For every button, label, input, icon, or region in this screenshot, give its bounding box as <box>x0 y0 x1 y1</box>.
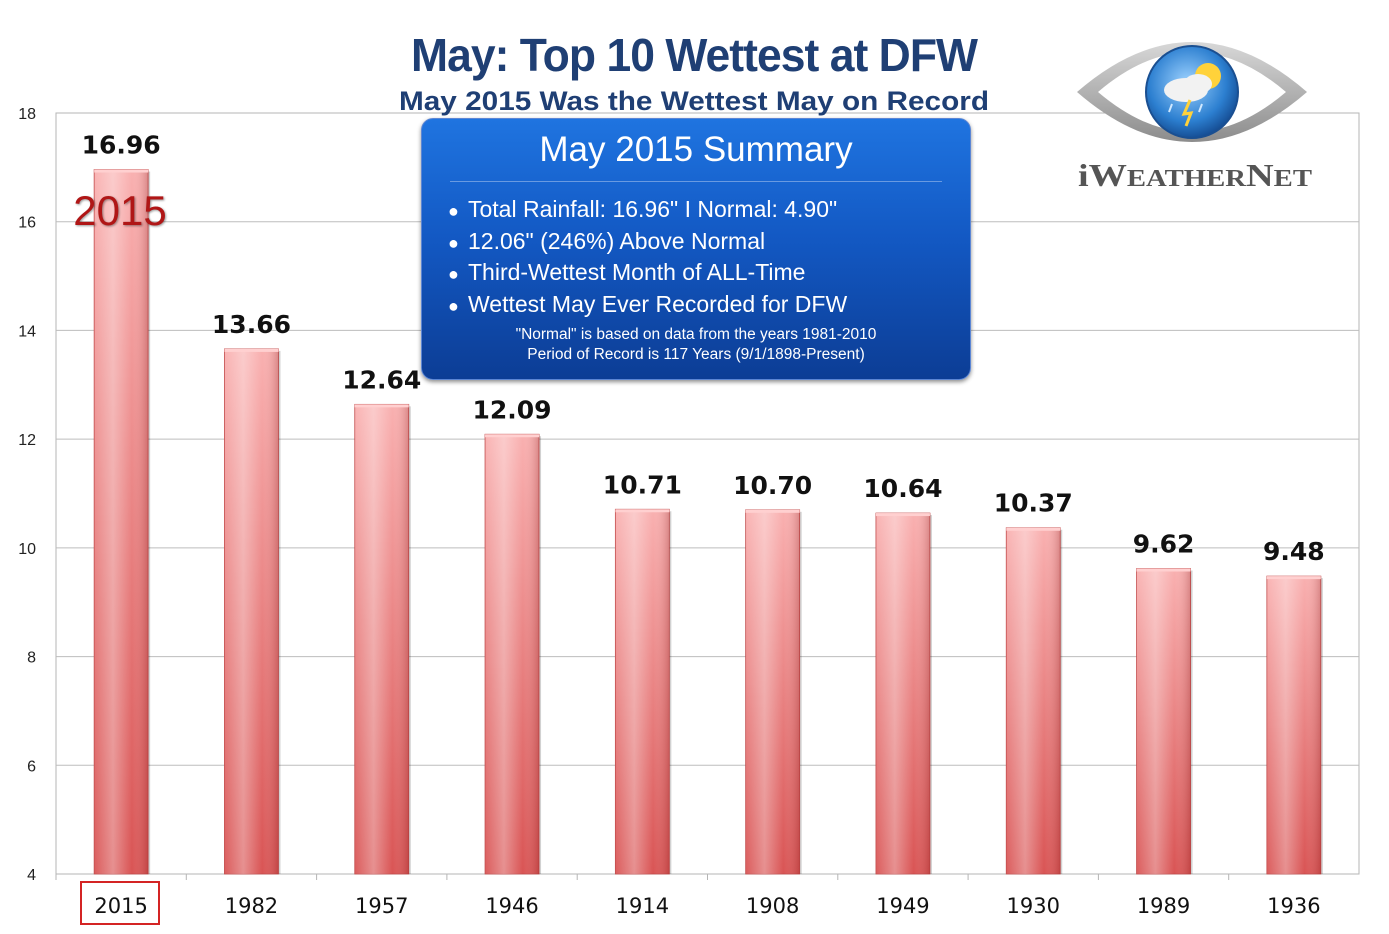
x-tick-label: 1982 <box>225 894 278 918</box>
x-tick-label: 1936 <box>1267 894 1320 918</box>
bar-shine <box>1136 568 1191 874</box>
bar-shine <box>1006 527 1061 874</box>
bar-cap <box>875 513 930 517</box>
bar-cap <box>354 404 409 408</box>
bar-cap <box>224 348 279 352</box>
x-tick-label: 1949 <box>876 894 929 918</box>
x-tick-label: 1989 <box>1137 894 1190 918</box>
summary-box: May 2015 Summary ● Total Rainfall: 16.96"… <box>421 118 971 380</box>
x-tick-label: 1946 <box>485 894 538 918</box>
x-tick-label: 1914 <box>616 894 669 918</box>
summary-notes: "Normal" is based on data from the years… <box>422 325 970 365</box>
chart-subtitle: May 2015 Was the Wettest May on Record <box>399 86 989 116</box>
bar-shine <box>94 169 149 874</box>
data-labels: 16.96 13.66 12.64 12.09 10.71 10.70 10.64 10.37… <box>82 131 1325 567</box>
data-label: 12.09 <box>473 395 552 424</box>
bar-cap <box>1266 576 1321 580</box>
y-tick-label: 6 <box>27 758 36 775</box>
summary-divider <box>450 181 942 182</box>
y-tick-label: 10 <box>18 541 36 558</box>
bar-shine <box>615 509 670 874</box>
data-label: 10.64 <box>863 474 942 503</box>
highlight-box <box>80 881 160 925</box>
bar-cap <box>485 434 540 438</box>
bars <box>93 169 1323 875</box>
summary-item: ● 12.06" (246%) Above Normal <box>448 227 766 254</box>
y-axis: 4 6 8 10 12 14 16 18 <box>18 106 36 884</box>
bar-shine <box>485 434 540 874</box>
summary-note: Period of Record is 117 Years (9/1/1898-… <box>527 346 865 363</box>
data-label: 9.48 <box>1263 537 1325 566</box>
data-label: 13.66 <box>212 310 291 339</box>
y-tick-label: 14 <box>18 323 36 340</box>
eye-weather-icon <box>1077 42 1307 142</box>
summary-title: May 2015 Summary <box>539 130 853 169</box>
summary-note: "Normal" is based on data from the years… <box>515 326 877 343</box>
bar-shine <box>745 509 800 874</box>
x-tick-label: 1930 <box>1007 894 1060 918</box>
x-tick-label: 1908 <box>746 894 799 918</box>
summary-list: ● Total Rainfall: 16.96" I Normal: 4.90" … <box>448 195 847 321</box>
y-tick-label: 12 <box>18 432 36 449</box>
data-label: 10.71 <box>603 470 682 499</box>
summary-item: ● Total Rainfall: 16.96" I Normal: 4.90" <box>448 196 838 222</box>
bar-cap <box>745 509 800 513</box>
bar-cap <box>94 169 149 173</box>
y-tick-label: 8 <box>27 650 36 667</box>
y-tick-label: 4 <box>27 867 36 884</box>
summary-item: ● Wettest May Ever Recorded for DFW <box>448 290 848 317</box>
bar-shine <box>875 513 930 874</box>
bar-cap <box>615 509 670 513</box>
y-tick-label: 16 <box>18 215 36 232</box>
data-label: 10.70 <box>733 471 812 500</box>
summary-item: ● Third-Wettest Month of ALL-Time <box>448 259 806 285</box>
y-tick-label: 18 <box>18 106 36 123</box>
data-label: 9.62 <box>1133 530 1195 559</box>
chart-title: May: Top 10 Wettest at DFW <box>411 29 979 81</box>
bar-cap <box>1136 568 1191 572</box>
data-label: 12.64 <box>342 365 421 394</box>
data-label: 16.96 <box>82 131 161 160</box>
highlight-year-label: 2015 <box>73 187 166 234</box>
x-tick-label: 2015 <box>94 894 147 918</box>
bar-cap <box>1006 527 1061 531</box>
bar-shine <box>354 404 409 874</box>
logo: iW EATHER N ET <box>1077 42 1312 193</box>
data-label: 10.37 <box>994 489 1073 518</box>
bar-shine <box>224 348 279 874</box>
x-axis: 2015 1982 1957 1946 1914 1908 1949 1930 1989 1936 <box>55 874 1321 918</box>
bar-shine <box>1266 576 1321 874</box>
x-tick-label: 1957 <box>355 894 408 918</box>
